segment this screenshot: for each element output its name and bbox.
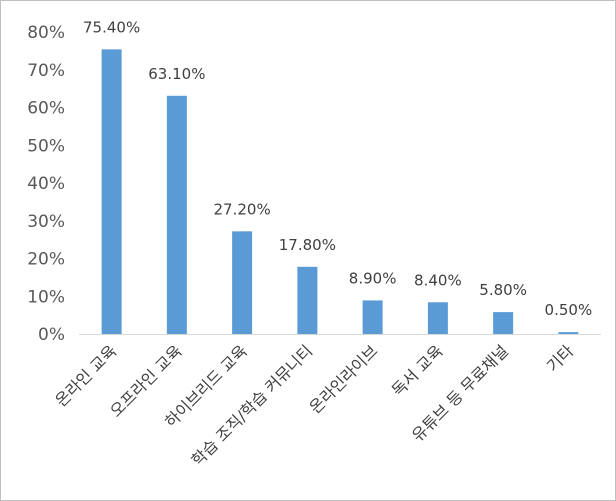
y-tick-label: 30% [27,212,65,232]
data-label: 8.90% [349,269,397,287]
data-label: 75.40% [83,18,140,36]
data-label: 27.20% [214,200,271,218]
category-label: 온라인라이브 [306,341,382,417]
bar [232,231,253,334]
data-label: 63.10% [148,65,205,83]
y-tick-label: 10% [27,287,65,307]
bar [166,95,187,334]
data-labels: 75.40% 63.10% 27.20% 17.80% 8.90% 8.40% 5.80% 0… [83,18,592,319]
data-label: 0.50% [545,301,593,319]
category-label: 온라인 교육 [51,341,120,410]
bar [558,332,579,334]
bar [362,300,383,334]
y-tick-label: 50% [27,136,65,156]
bar [297,266,318,334]
bar [493,312,514,334]
y-tick-label: 70% [27,61,65,81]
bars [101,49,579,335]
category-label: 독서 교육 [388,341,447,400]
bar [101,49,122,335]
data-label: 5.80% [479,281,527,299]
data-label: 17.80% [279,236,336,254]
y-tick-label: 20% [27,250,65,270]
y-axis-ticks: 0% 10% 20% 30% 40% 50% 60% 70% 80% [27,23,65,345]
y-tick-label: 40% [27,174,65,194]
y-tick-label: 0% [38,325,65,345]
category-label: 학습 조직/학습 커뮤니티 [188,341,317,470]
y-tick-label: 60% [27,99,65,119]
bar [427,302,448,334]
category-label: 기타 [543,341,577,375]
data-label: 8.40% [414,271,462,289]
y-tick-label: 80% [27,23,65,43]
